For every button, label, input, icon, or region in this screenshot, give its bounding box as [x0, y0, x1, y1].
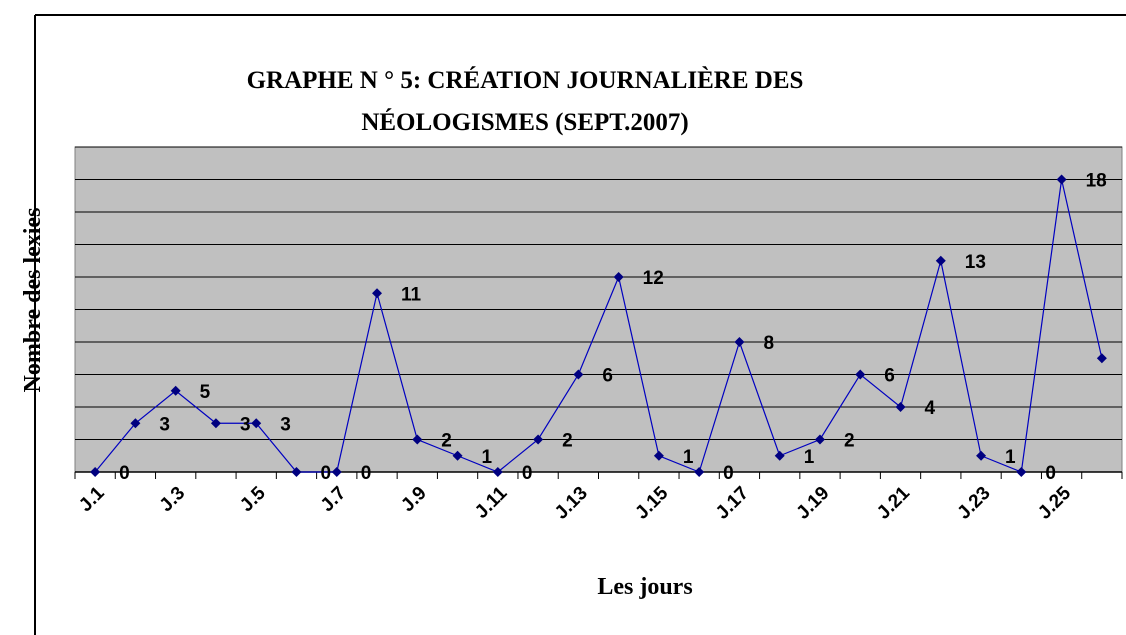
x-tick-label: J.15: [631, 482, 672, 523]
data-label: 0: [522, 463, 533, 484]
data-label: 0: [723, 463, 734, 484]
point-marker: [935, 255, 946, 266]
x-tick-label: J.9: [397, 483, 431, 517]
data-label: 2: [441, 431, 452, 452]
data-label: 0: [1045, 463, 1056, 484]
point-marker: [412, 434, 423, 445]
point-marker: [130, 418, 141, 429]
data-label: 6: [602, 366, 613, 387]
x-tick-label: J.3: [156, 483, 190, 517]
y-axis-label: Nombre des lexies: [20, 208, 46, 393]
point-marker: [210, 418, 221, 429]
point-marker: [694, 467, 705, 477]
point-marker: [251, 418, 262, 429]
data-label: 2: [844, 431, 855, 452]
chart-title: NÉOLOGISMES (SEPT.2007): [361, 108, 688, 136]
point-marker: [170, 385, 181, 396]
x-tick-label: J.5: [236, 482, 270, 516]
data-label: 18: [1086, 171, 1107, 192]
point-marker: [90, 467, 101, 477]
x-tick-label: J.13: [551, 483, 592, 524]
data-label: 12: [643, 268, 664, 289]
point-marker: [814, 434, 825, 445]
data-label: 1: [482, 447, 493, 468]
x-tick-label: J.25: [1034, 482, 1075, 523]
data-label: 3: [240, 414, 251, 435]
data-label: 0: [320, 463, 331, 484]
data-label: 0: [361, 463, 372, 484]
point-marker: [855, 369, 866, 380]
data-label: 5: [200, 382, 211, 403]
point-marker: [734, 337, 745, 347]
point-marker: [774, 450, 785, 461]
x-tick-label: J.1: [75, 482, 109, 516]
point-marker: [1016, 467, 1027, 477]
x-tick-label: J.7: [317, 483, 351, 517]
data-label: 11: [401, 284, 422, 305]
data-label: 1: [804, 447, 815, 468]
data-label: 1: [1005, 447, 1016, 468]
data-label: 3: [280, 414, 291, 435]
data-label: 13: [965, 252, 986, 273]
point-marker: [573, 369, 584, 380]
point-marker: [976, 450, 987, 461]
point-marker: [1056, 174, 1067, 185]
point-marker: [372, 288, 383, 299]
point-marker: [331, 467, 342, 477]
x-tick-label: J.23: [954, 483, 995, 524]
x-tick-label: J.17: [712, 483, 753, 524]
data-label: 2: [562, 431, 573, 452]
chart-title: GRAPHE N ° 5: CRÉATION JOURNALIÈRE DES: [247, 66, 804, 94]
point-marker: [533, 434, 544, 445]
data-label: 0: [119, 463, 130, 484]
x-tick-label: J.21: [873, 482, 914, 523]
x-axis-label: Les jours: [597, 574, 692, 600]
point-marker: [653, 450, 664, 461]
data-label: 8: [763, 333, 774, 354]
x-tick-label: J.11: [471, 482, 512, 523]
point-marker: [291, 467, 302, 477]
point-marker: [492, 467, 503, 477]
point-marker: [1096, 353, 1107, 364]
data-label: 1: [683, 447, 694, 468]
data-label: 3: [159, 414, 170, 435]
data-label: 6: [884, 366, 895, 387]
data-label: 4: [925, 398, 936, 419]
point-marker: [452, 450, 463, 461]
x-tick-label: J.19: [793, 483, 834, 524]
point-marker: [895, 402, 906, 412]
series-line: [94, 179, 1103, 473]
point-marker: [613, 272, 624, 282]
